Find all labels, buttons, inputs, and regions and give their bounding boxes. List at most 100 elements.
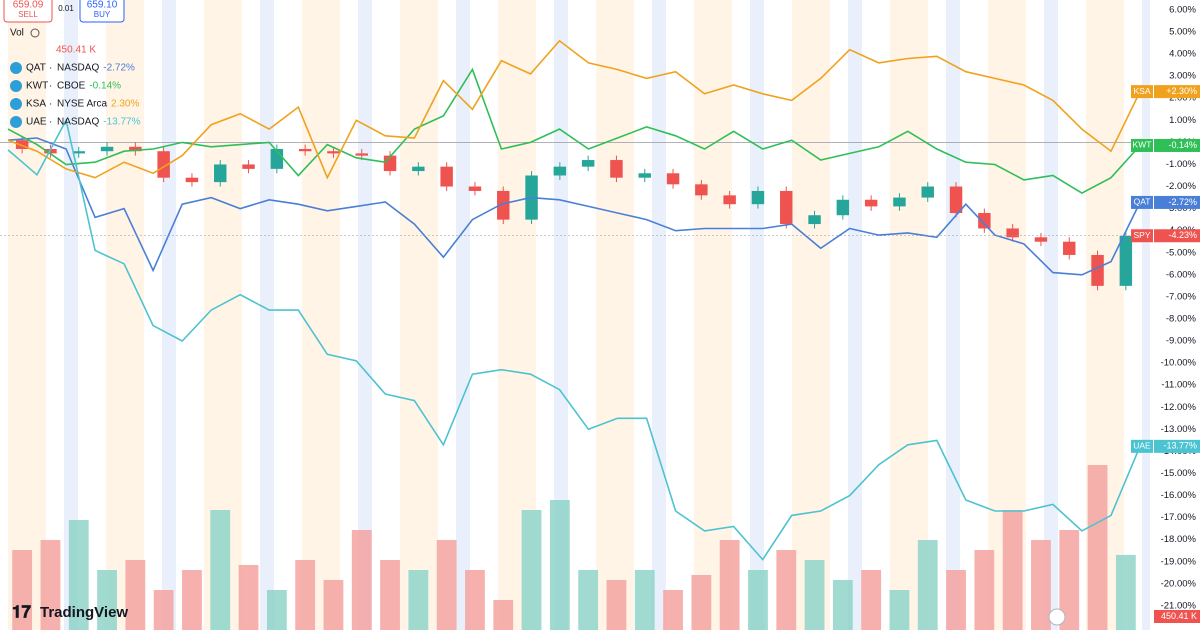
header: 659.09 SELL 0.01 659.10 BUY Vol 450.41 K (3, 0, 125, 56)
tag-name: SPY (1133, 230, 1150, 240)
y-tick-label: -12.00% (1161, 402, 1197, 413)
candle-body (1006, 228, 1019, 238)
tag-value: -2.72% (1168, 197, 1197, 207)
tag-value-box (1154, 439, 1200, 453)
volume-bar (719, 540, 740, 630)
volume-bar (1031, 540, 1051, 630)
volume-bar (1115, 554, 1136, 630)
y-tick-label: -9.00% (1166, 336, 1197, 347)
tag-value-box (1154, 138, 1200, 152)
volume-bar (493, 600, 514, 630)
buy-label: BUY (94, 10, 111, 19)
sell-label: SELL (18, 10, 38, 19)
y-tick-label: -11.00% (1161, 380, 1196, 391)
candle-body (836, 199, 850, 216)
volume-bar (266, 590, 287, 630)
y-tick-label: -15.00% (1161, 468, 1197, 479)
candle-body (72, 151, 85, 154)
y-tick-label: -21.00% (1161, 600, 1197, 611)
buy-button[interactable] (79, 0, 125, 23)
volume-bar (97, 570, 117, 630)
candle-body (1034, 237, 1048, 242)
legend-name: KSA (26, 99, 46, 110)
legend-name: KWT (26, 81, 48, 92)
series-line (7, 137, 1141, 276)
y-tick-label: -7.00% (1166, 291, 1197, 302)
legend-exchange: NYSE Arca (57, 99, 107, 110)
y-tick-label: -18.00% (1161, 534, 1197, 545)
brand: 𝟏𝟕 TradingView (12, 602, 128, 621)
legend-sep: · (49, 117, 52, 128)
visibility-icon[interactable] (30, 28, 40, 38)
candle-body (214, 164, 227, 183)
candle-body (978, 213, 991, 229)
y-tick-label: 3.00% (1169, 71, 1196, 82)
y-tick-label: 4.00% (1169, 49, 1196, 60)
candle-body (695, 184, 708, 196)
tag-value: +2.30% (1166, 86, 1197, 96)
dividend-icon[interactable] (1048, 608, 1066, 626)
volume-bar (634, 570, 655, 630)
tag-name: KSA (1133, 86, 1150, 96)
candle-body (129, 146, 142, 152)
tag-name: KWT (1133, 140, 1152, 150)
legend-exchange: NASDAQ (57, 117, 99, 128)
tag-value-box (1154, 229, 1200, 243)
y-tick-label: -16.00% (1161, 490, 1197, 501)
volume-bar (436, 540, 457, 630)
y-tick-label: -13.00% (1161, 424, 1197, 435)
legend-icon[interactable] (10, 80, 22, 92)
tag-name: UAE (1133, 441, 1151, 451)
volume-bar (861, 570, 882, 630)
legend-value: -13.77% (103, 117, 140, 128)
volume-tag: 450.41 K (1161, 611, 1197, 621)
candle-body (864, 199, 878, 207)
candle-body (185, 177, 199, 183)
legend-icon[interactable] (10, 62, 22, 74)
y-tick-label: -6.00% (1166, 269, 1197, 280)
volume-bar (917, 540, 938, 630)
candle-body (581, 160, 595, 167)
volume-bar (748, 570, 768, 630)
legend-sep: · (49, 63, 52, 74)
y-tick-label: -10.00% (1161, 358, 1197, 369)
volume-bar (351, 530, 372, 630)
tag-value: -4.23% (1168, 230, 1197, 240)
candle-body (1063, 241, 1076, 255)
sell-price: 659.09 (13, 0, 44, 11)
tag-value: -0.14% (1168, 140, 1197, 150)
tag-name: QAT (1134, 197, 1151, 207)
y-tick-label: 5.00% (1169, 27, 1196, 38)
volume-bar (804, 560, 825, 630)
candle-body (440, 166, 453, 187)
candle-body (808, 215, 821, 225)
brand-name: TradingView (40, 604, 128, 621)
legend-icon[interactable] (10, 116, 22, 128)
candle-body (497, 190, 510, 220)
vol-value: 450.41 K (56, 45, 96, 56)
legend-exchange: CBOE (57, 81, 86, 92)
volume-bar (1002, 510, 1023, 630)
session-background (0, 0, 1150, 630)
legend-sep: · (49, 81, 52, 92)
legend-value: -0.14% (89, 81, 121, 92)
tag-name-box (1131, 138, 1153, 152)
tag-name-box (1131, 85, 1153, 99)
volume-bar (238, 565, 259, 630)
candle-body (921, 186, 934, 198)
volume-bar (974, 550, 995, 630)
volume-bar (12, 550, 33, 630)
volume-bar (295, 560, 316, 630)
tag-value-box (1154, 85, 1200, 99)
volume-bar (68, 520, 89, 630)
sell-button[interactable] (3, 0, 53, 23)
volume-bar (408, 570, 429, 630)
candle-body (780, 190, 793, 225)
y-tick-label: 2.00% (1169, 93, 1196, 104)
y-tick-label: 6.00% (1169, 4, 1196, 15)
legend-value: -2.72% (103, 63, 135, 74)
volume-bar (323, 580, 344, 630)
legend-name: QAT (26, 63, 46, 74)
legend-icon[interactable] (10, 98, 22, 110)
